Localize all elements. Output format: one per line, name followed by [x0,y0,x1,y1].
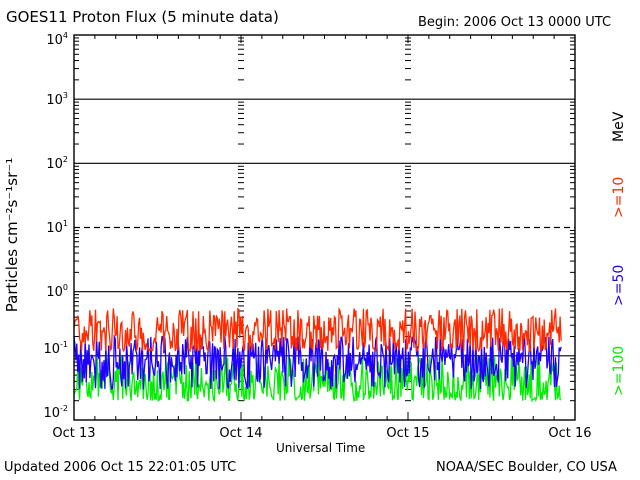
x-tick-label-oct16: Oct 16 [548,426,592,441]
x-tick-label-oct14: Oct 14 [219,426,263,441]
begin-time: Begin: 2006 Oct 13 0000 UTC [418,15,612,30]
y-tick-label-1e1: 101 [46,219,68,236]
legend-unit: MeV [611,111,627,142]
series-line-ge50 [73,334,562,390]
credit-text: NOAA/SEC Boulder, CO USA [436,460,617,475]
x-tick-label-oct13: Oct 13 [52,426,96,441]
y-tick-label-1e-1: 10-1 [43,340,68,357]
y-tick-label-1e2: 102 [46,155,68,172]
legend-ge100: >=100 [611,345,627,396]
y-tick-label-1e4: 104 [46,31,68,48]
y-tick-label-1e-2: 10-2 [43,404,68,421]
y-tick-label-1e0: 100 [46,283,68,300]
legend-ge10: >=10 [611,176,627,218]
chart-title: GOES11 Proton Flux (5 minute data) [6,8,279,26]
updated-timestamp: Updated 2006 Oct 15 22:01:05 UTC [4,460,237,475]
series-line-ge10 [73,306,562,353]
x-axis-label: Universal Time [276,441,366,455]
x-tick-label-oct15: Oct 15 [386,426,430,441]
plot-frame [73,34,576,421]
y-axis-label: Particles cm⁻²s⁻¹sr⁻¹ [3,157,21,313]
legend-ge50: >=50 [611,264,627,306]
y-tick-label-1e3: 103 [46,91,68,108]
